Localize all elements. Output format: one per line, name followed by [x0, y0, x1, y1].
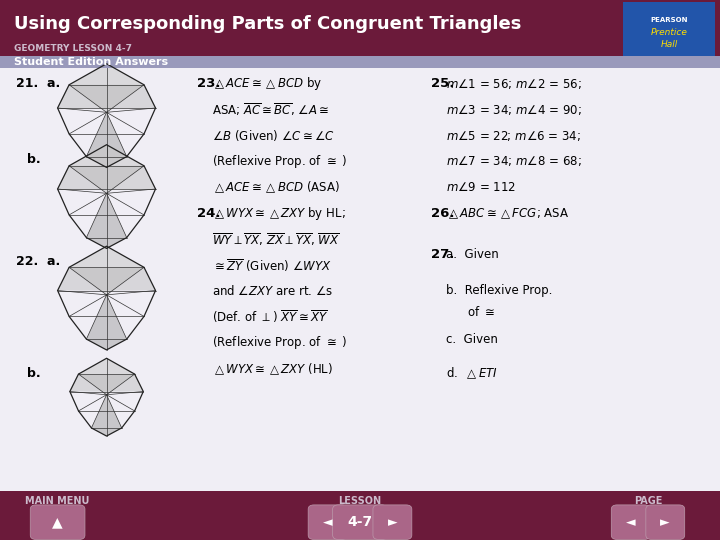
Text: Hall: Hall	[660, 40, 678, 49]
Text: 4-7: 4-7	[348, 515, 372, 529]
Text: (Def. of $\perp$) $\overline{XY}\cong\overline{XY}$: (Def. of $\perp$) $\overline{XY}\cong\ov…	[212, 308, 328, 326]
Text: 22.  a.: 22. a.	[16, 255, 60, 268]
FancyBboxPatch shape	[611, 505, 650, 539]
Polygon shape	[70, 374, 143, 392]
Polygon shape	[69, 64, 144, 112]
Text: $\triangle WYX\cong\triangle ZXY$ (HL): $\triangle WYX\cong\triangle ZXY$ (HL)	[212, 361, 333, 376]
Text: $\angle B$ (Given) $\angle C\cong\angle C$: $\angle B$ (Given) $\angle C\cong\angle …	[212, 128, 336, 143]
Text: 24.: 24.	[197, 207, 220, 220]
Text: 23.: 23.	[197, 77, 220, 90]
Text: Prentice: Prentice	[650, 28, 688, 37]
Polygon shape	[58, 267, 156, 291]
Polygon shape	[86, 193, 127, 248]
Text: ◄: ◄	[323, 516, 333, 529]
Text: $m\angle 5$ = 22; $m\angle 6$ = 34;: $m\angle 5$ = 22; $m\angle 6$ = 34;	[446, 129, 582, 143]
Text: 25.: 25.	[431, 77, 454, 90]
Polygon shape	[58, 85, 156, 108]
Text: c.  Given: c. Given	[446, 333, 498, 346]
Text: LESSON: LESSON	[338, 496, 382, 505]
Text: $\triangle ACE\cong\triangle BCD$ by: $\triangle ACE\cong\triangle BCD$ by	[212, 75, 323, 92]
Text: ►: ►	[387, 516, 397, 529]
FancyBboxPatch shape	[30, 505, 85, 539]
Text: a.  Given: a. Given	[446, 248, 499, 261]
FancyBboxPatch shape	[373, 505, 412, 539]
Text: Using Corresponding Parts of Congruent Triangles: Using Corresponding Parts of Congruent T…	[14, 15, 522, 33]
FancyBboxPatch shape	[623, 2, 715, 56]
FancyBboxPatch shape	[0, 0, 720, 57]
Text: 27.: 27.	[431, 248, 454, 261]
Text: Student Edition Answers: Student Edition Answers	[14, 57, 168, 66]
Text: $\triangle ACE\cong\triangle BCD$ (ASA): $\triangle ACE\cong\triangle BCD$ (ASA)	[212, 180, 341, 195]
Text: $\cong\overline{ZY}$ (Given) $\angle WYX$: $\cong\overline{ZY}$ (Given) $\angle WYX…	[212, 256, 333, 274]
Text: and $\angle ZXY$ are rt. $\angle$s: and $\angle ZXY$ are rt. $\angle$s	[212, 284, 334, 298]
Text: d.  $\triangle ETI$: d. $\triangle ETI$	[446, 366, 498, 381]
Text: b.: b.	[27, 153, 41, 166]
Polygon shape	[91, 395, 122, 436]
FancyBboxPatch shape	[308, 505, 347, 539]
Text: (Reflexive Prop. of $\cong$ ): (Reflexive Prop. of $\cong$ )	[212, 153, 348, 170]
Text: 21.  a.: 21. a.	[16, 77, 60, 90]
Text: of $\cong$: of $\cong$	[467, 305, 495, 319]
Polygon shape	[69, 246, 144, 295]
FancyBboxPatch shape	[646, 505, 685, 539]
Text: PEARSON: PEARSON	[650, 17, 688, 23]
Text: MAIN MENU: MAIN MENU	[25, 496, 90, 505]
Text: PAGE: PAGE	[634, 496, 662, 505]
Text: b.  Reflexive Prop.: b. Reflexive Prop.	[446, 284, 553, 297]
Text: ▲: ▲	[53, 515, 63, 529]
Polygon shape	[69, 145, 144, 193]
Text: 26.: 26.	[431, 207, 454, 220]
Text: $\overline{WY}\perp\overline{YX}$, $\overline{ZX}\perp\overline{YX}$, $\overline: $\overline{WY}\perp\overline{YX}$, $\ove…	[212, 231, 340, 248]
Text: $m\angle 1$ = 56; $m\angle 2$ = 56;: $m\angle 1$ = 56; $m\angle 2$ = 56;	[446, 77, 582, 91]
Text: $m\angle 3$ = 34; $m\angle 4$ = 90;: $m\angle 3$ = 34; $m\angle 4$ = 90;	[446, 103, 582, 117]
Text: $m\angle 9$ = 112: $m\angle 9$ = 112	[446, 181, 516, 194]
Text: ◄: ◄	[626, 516, 636, 529]
Polygon shape	[86, 295, 127, 350]
Text: $m\angle 7$ = 34; $m\angle 8$ = 68;: $m\angle 7$ = 34; $m\angle 8$ = 68;	[446, 154, 582, 168]
Text: GEOMETRY LESSON 4-7: GEOMETRY LESSON 4-7	[14, 44, 132, 53]
Text: ►: ►	[660, 516, 670, 529]
Polygon shape	[86, 112, 127, 167]
Polygon shape	[78, 359, 135, 395]
FancyBboxPatch shape	[0, 491, 720, 540]
Text: $\triangle WYX\cong\triangle ZXY$ by HL;: $\triangle WYX\cong\triangle ZXY$ by HL;	[212, 205, 346, 222]
FancyBboxPatch shape	[0, 56, 720, 68]
Polygon shape	[58, 166, 156, 189]
Text: b.: b.	[27, 367, 41, 380]
Text: $\triangle ABC\cong\triangle FCG$; ASA: $\triangle ABC\cong\triangle FCG$; ASA	[446, 206, 570, 220]
Text: ASA; $\overline{AC}\cong\overline{BC}$, $\angle A\cong$: ASA; $\overline{AC}\cong\overline{BC}$, …	[212, 101, 330, 118]
FancyBboxPatch shape	[333, 505, 387, 539]
Text: (Reflexive Prop. of $\cong$ ): (Reflexive Prop. of $\cong$ )	[212, 334, 348, 352]
